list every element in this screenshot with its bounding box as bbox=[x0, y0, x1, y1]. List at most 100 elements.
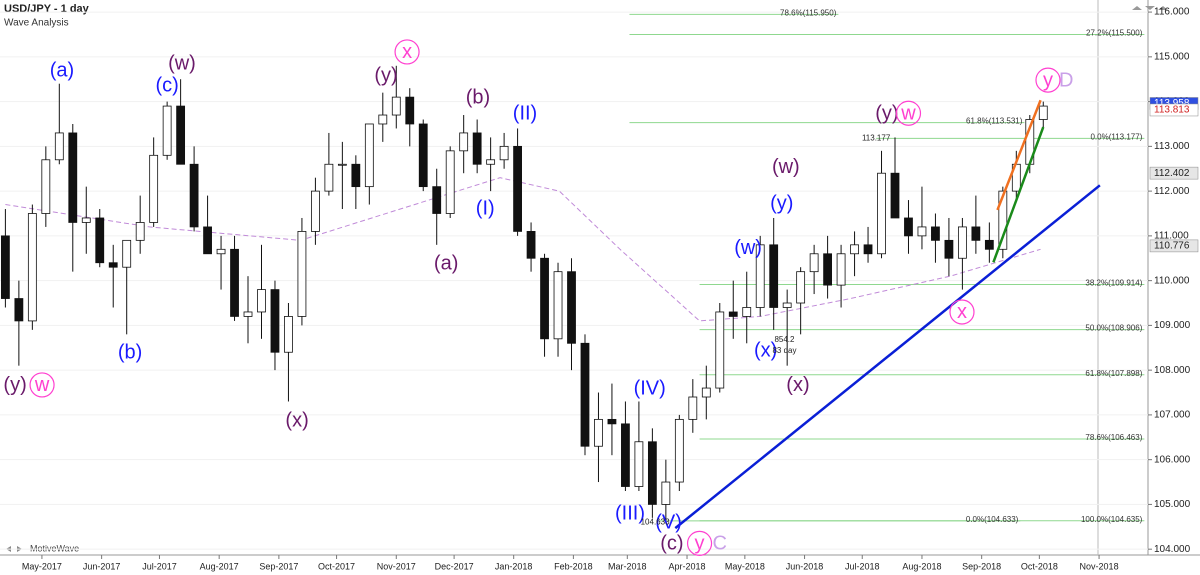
candle-body bbox=[297, 230, 307, 317]
candle-body bbox=[486, 159, 496, 165]
candle-body bbox=[890, 172, 900, 219]
wave-label: (y) bbox=[3, 374, 26, 396]
candle-body bbox=[782, 302, 792, 308]
x-tick-label: Nov-2017 bbox=[377, 561, 416, 571]
candle bbox=[755, 235, 765, 317]
note: 113.177 bbox=[862, 133, 891, 142]
candle bbox=[351, 155, 361, 210]
y-tick-label: 111.000 bbox=[1154, 231, 1189, 242]
candle-body bbox=[863, 244, 873, 255]
candle bbox=[715, 303, 725, 393]
fib-label: 0.0%(113.177) bbox=[1090, 133, 1142, 142]
wave-label: (y) bbox=[770, 192, 793, 214]
candle-body bbox=[1038, 105, 1048, 120]
candle-body bbox=[418, 123, 428, 188]
wave-label: (IV) bbox=[634, 377, 666, 399]
wave-label: (a) bbox=[50, 60, 74, 82]
candle-body bbox=[513, 145, 522, 232]
x-tick-label: Jul-2017 bbox=[142, 561, 177, 571]
candle-body bbox=[81, 217, 91, 223]
candle bbox=[189, 146, 199, 232]
candle-body bbox=[0, 235, 10, 299]
candle-body bbox=[742, 307, 752, 317]
candle-body bbox=[14, 298, 24, 322]
candle-body bbox=[149, 154, 159, 223]
candle-body bbox=[769, 244, 779, 308]
toolbar-icons[interactable] bbox=[1132, 6, 1168, 10]
candle-body bbox=[701, 387, 711, 398]
fib-label: 78.6%(106.463) bbox=[1085, 433, 1142, 442]
candle bbox=[661, 459, 671, 523]
candle bbox=[54, 83, 64, 165]
candle bbox=[904, 200, 913, 254]
note: 854.2 bbox=[774, 335, 795, 344]
candle bbox=[782, 289, 792, 366]
candle-body bbox=[337, 163, 347, 166]
candle bbox=[1038, 101, 1048, 129]
candle bbox=[796, 267, 806, 335]
x-tick-label: Oct-2018 bbox=[1021, 561, 1058, 571]
candle bbox=[809, 244, 819, 295]
y-tick-label: 106.000 bbox=[1154, 454, 1191, 465]
wave-label: (III) bbox=[615, 503, 645, 525]
fib-label: 61.8%(107.898) bbox=[1085, 369, 1142, 378]
wave-label: (w) bbox=[734, 237, 762, 259]
candle-body bbox=[122, 239, 132, 268]
moving-average bbox=[5, 177, 1041, 322]
zoom-icon[interactable] bbox=[6, 546, 22, 552]
candle bbox=[957, 217, 967, 290]
candle-body bbox=[728, 311, 738, 317]
wave-circle bbox=[394, 39, 420, 65]
candle-body bbox=[796, 271, 806, 304]
candle-body bbox=[594, 418, 603, 447]
wave-label: (x) bbox=[754, 339, 777, 361]
candle-body bbox=[567, 271, 576, 344]
candle-body bbox=[553, 271, 563, 340]
candle bbox=[917, 186, 927, 250]
candle-body bbox=[526, 230, 536, 259]
candle bbox=[311, 177, 320, 245]
candle-body bbox=[378, 114, 388, 125]
wave-circle bbox=[949, 299, 975, 325]
fib-label: 38.2%(109.914) bbox=[1085, 279, 1142, 288]
price-marker-label: 113.813 bbox=[1154, 105, 1190, 116]
candle-body bbox=[634, 441, 644, 487]
x-tick-label: Dec-2017 bbox=[435, 561, 474, 571]
y-tick-label: 108.000 bbox=[1154, 365, 1191, 376]
candle bbox=[984, 222, 994, 263]
wave-label: D bbox=[1059, 69, 1073, 91]
candle bbox=[728, 280, 738, 339]
y-tick-label: 110.000 bbox=[1154, 275, 1190, 286]
wave-label: (x) bbox=[285, 410, 308, 432]
candle-body bbox=[257, 289, 266, 313]
wave-label: w bbox=[34, 374, 50, 396]
candle-body bbox=[432, 186, 442, 214]
candle-body bbox=[95, 217, 105, 264]
x-tick-label: Jul-2018 bbox=[845, 561, 880, 571]
candle bbox=[890, 137, 900, 219]
candle-body bbox=[984, 239, 994, 250]
wave-label: (V) bbox=[655, 512, 682, 534]
candle-body bbox=[580, 342, 590, 447]
y-tick-label: 104.000 bbox=[1154, 544, 1191, 555]
wave-label: (y) bbox=[875, 103, 898, 125]
candle-body bbox=[405, 96, 415, 125]
candle bbox=[149, 137, 159, 227]
wave-circle bbox=[895, 100, 922, 126]
candle bbox=[81, 186, 91, 254]
candle-body bbox=[108, 262, 118, 268]
fib-label: 100.0%(104.635) bbox=[1081, 515, 1143, 524]
candle-body bbox=[351, 163, 361, 188]
candle bbox=[472, 119, 482, 174]
candle-body bbox=[243, 311, 253, 317]
candle bbox=[364, 123, 374, 205]
price-marker-box bbox=[1149, 166, 1199, 180]
candle bbox=[135, 195, 145, 254]
fib-label: 50.0%(108.906) bbox=[1085, 324, 1142, 333]
candle-body bbox=[270, 289, 280, 353]
candle bbox=[607, 383, 617, 456]
candle bbox=[405, 88, 415, 147]
